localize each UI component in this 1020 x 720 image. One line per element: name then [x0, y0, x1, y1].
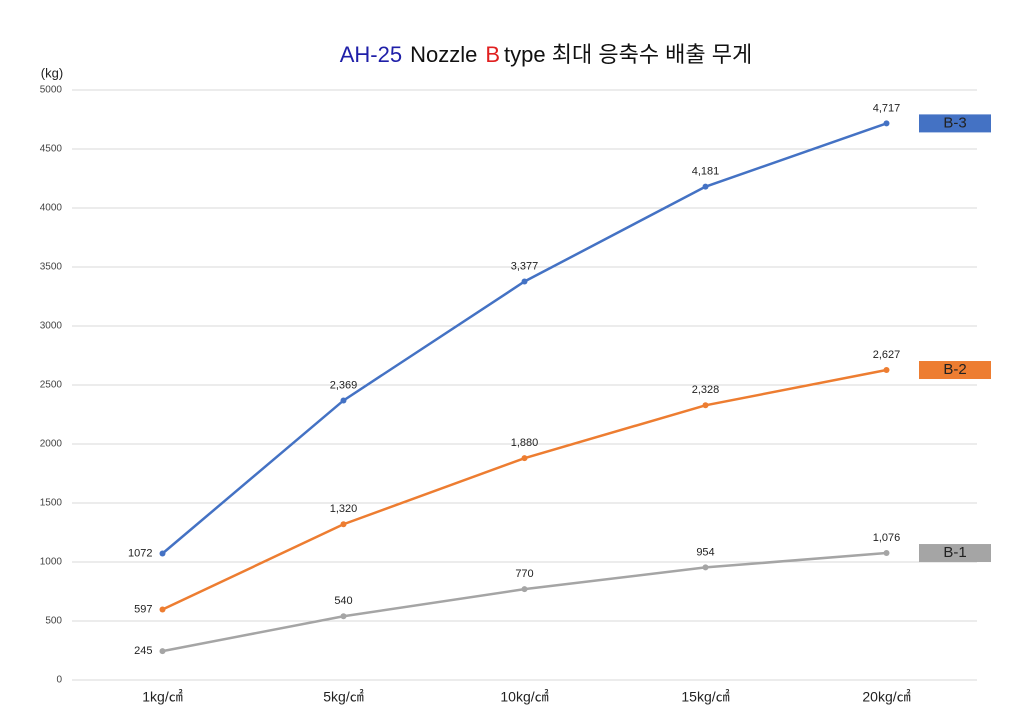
data-label: 2,369: [330, 379, 358, 391]
data-point: [521, 455, 528, 462]
y-tick-label: 4000: [40, 203, 63, 214]
data-label: 1072: [128, 547, 152, 559]
y-tick-label: 2500: [40, 380, 63, 391]
data-label: 1,880: [511, 437, 539, 449]
data-point: [521, 278, 528, 285]
y-tick-label: 4500: [40, 144, 63, 155]
y-tick-label: 3000: [40, 321, 63, 332]
title-part: B: [485, 42, 500, 67]
data-label: 1,076: [873, 532, 901, 544]
data-label: 597: [134, 603, 152, 615]
legend-label: B-1: [943, 544, 966, 561]
series-line: [161, 122, 887, 555]
data-label: 540: [334, 595, 352, 607]
y-tick-label: 500: [45, 616, 62, 627]
legend-label: B-3: [943, 114, 966, 131]
y-tick-label: 0: [56, 675, 62, 686]
data-point: [883, 120, 890, 127]
data-label: 4,717: [873, 102, 901, 114]
y-tick-label: 1000: [40, 557, 63, 568]
x-tick-label: 10kg/㎠: [500, 689, 548, 705]
data-label: 954: [696, 546, 714, 558]
data-point: [702, 402, 709, 409]
y-tick-label: 3500: [40, 262, 63, 273]
data-point: [883, 550, 890, 557]
data-label: 1,320: [330, 503, 358, 515]
data-label: 2,328: [692, 384, 720, 396]
data-point: [883, 367, 890, 374]
data-point: [159, 648, 166, 655]
title-part: Nozzle: [410, 42, 477, 67]
data-label: 770: [515, 568, 533, 580]
data-point: [159, 550, 166, 557]
data-point: [702, 564, 709, 571]
data-point: [702, 183, 709, 190]
data-point: [159, 606, 166, 613]
data-label: 3,377: [511, 260, 539, 272]
y-axis-label: (kg): [41, 65, 63, 80]
data-point: [340, 521, 347, 528]
y-tick-label: 1500: [40, 498, 63, 509]
y-tick-label: 2000: [40, 439, 63, 450]
legend-swatch: [919, 361, 991, 380]
data-point: [521, 586, 528, 593]
legend-label: B-2: [943, 361, 966, 378]
legend-swatch: [919, 114, 991, 133]
data-point: [340, 397, 347, 404]
legend-swatch: [919, 544, 991, 563]
data-label: 245: [134, 645, 152, 657]
title-part: type 최대 응축수 배출 무게: [504, 42, 752, 67]
data-label: 2,627: [873, 349, 901, 361]
x-tick-label: 15kg/㎠: [681, 689, 729, 705]
data-point: [340, 613, 347, 620]
title-part: AH-25: [340, 42, 402, 67]
x-tick-label: 5kg/㎠: [323, 689, 363, 705]
data-label: 4,181: [692, 166, 720, 178]
x-tick-label: 1kg/㎠: [142, 689, 182, 705]
x-tick-label: 20kg/㎠: [862, 689, 910, 705]
y-tick-label: 5000: [40, 85, 63, 96]
